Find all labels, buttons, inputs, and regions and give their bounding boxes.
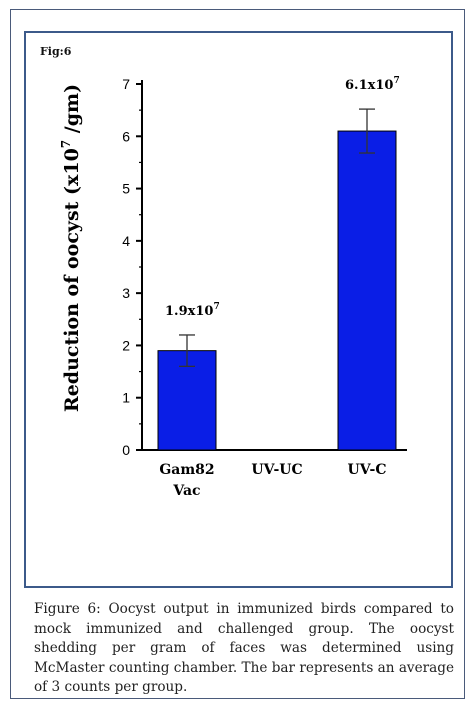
caption-label: Figure 6:: [34, 601, 101, 617]
y-axis-title: Reduction of oocyst (x107 /gm): [59, 84, 83, 412]
bar-value-label: 1.9x107: [165, 302, 220, 319]
x-tick-labels: Gam82 Vac UV-UC UV-C: [159, 462, 386, 499]
y-tick-label: 5: [122, 181, 130, 197]
y-axis: 0 1 2 3 4 5 6 7: [122, 76, 143, 458]
x-tick-label: Gam82: [159, 462, 214, 478]
y-tick-label: 4: [122, 233, 130, 249]
bar-group: 1.9x107 6.1x107: [157, 76, 400, 451]
y-tick-label: 3: [122, 285, 130, 301]
caption-text: Oocyst output in immunized birds compare…: [34, 601, 455, 695]
fig-label: Fig:6: [40, 45, 72, 58]
bar-chart: Reduction of oocyst (x107 /gm) 01234567 …: [59, 76, 407, 499]
figure-outer-frame: [10, 9, 465, 699]
y-tick-label: 7: [122, 76, 130, 92]
y-axis-label: Reduction of oocyst (x107 /gm): [59, 84, 83, 412]
y-tick-label: 1: [122, 390, 130, 406]
x-tick-label-line2: Vac: [172, 483, 200, 499]
x-tick-label: UV-UC: [251, 462, 302, 478]
y-tick-label: 0: [122, 442, 130, 458]
y-tick-label: 2: [122, 337, 130, 353]
figure-caption: Figure 6: Oocyst output in immunized bir…: [34, 600, 454, 698]
bar-value-label: 6.1x107: [345, 76, 400, 93]
y-tick-label: 6: [122, 128, 130, 144]
x-tick-label: UV-C: [347, 462, 386, 478]
bar: [157, 350, 217, 451]
bar: [337, 130, 397, 451]
